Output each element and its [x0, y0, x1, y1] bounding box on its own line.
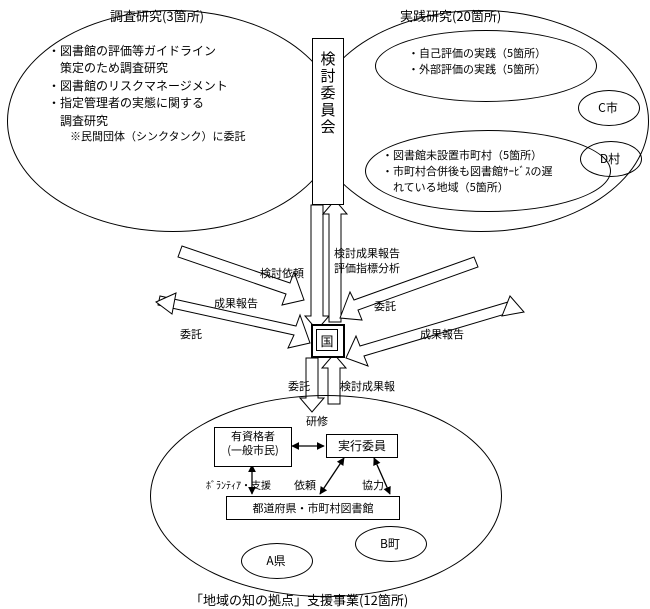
label-kyoryoku: 協力 [362, 477, 384, 493]
label-hyouka: 評価指標分析 [334, 260, 400, 276]
exec-label: 実行委員 [338, 437, 386, 454]
survey-title: 調査研究(3箇所) [110, 6, 204, 25]
survey-item: 調査研究 [48, 112, 300, 129]
label-seika-r: 成果報告 [420, 326, 464, 342]
practice-item: ・市町村合併後も図書館ｻｰﾋﾞｽの遅 [382, 164, 602, 180]
qualified-box: 有資格者 (一般市民) [214, 427, 292, 467]
label-seika-l: 成果報告 [214, 295, 258, 311]
label-itaku-r: 委託 [374, 298, 396, 314]
survey-item: 策定のため調査研究 [48, 59, 300, 76]
support-title: 「地域の知の拠点」支援事業(12箇所) [190, 590, 408, 609]
survey-item: ・指定管理者の実態に関する [48, 94, 300, 111]
practice-block1-items: ・自己評価の実践（5箇所） ・外部評価の実践（5箇所） [408, 46, 598, 78]
b-town-label: B町 [355, 535, 425, 552]
survey-item: ・図書館の評価等ガイドライン [48, 42, 300, 59]
survey-item: ・図書館のリスクマネージメント [48, 77, 300, 94]
label-kentou-irai: 検討依頼 [260, 265, 304, 281]
qualified-line2: (一般市民) [215, 444, 291, 458]
survey-items: ・図書館の評価等ガイドライン 策定のため調査研究 ・図書館のリスクマネージメント… [48, 42, 300, 145]
survey-item: ※民間団体（シンクタンク）に委託 [48, 129, 300, 145]
c-city-label: C市 [578, 99, 638, 116]
libs-label: 都道府県・市町村図書館 [253, 500, 374, 516]
arrow-committee-nation-down [305, 205, 329, 330]
label-kentou-seika: 検討成果報告 [334, 245, 400, 261]
label-itaku-b: 委託 [288, 378, 310, 394]
libs-box: 都道府県・市町村図書館 [226, 496, 400, 520]
committee-box: 検討委員会 [312, 38, 344, 205]
label-vol: ﾎﾞﾗﾝﾃｨｱ・支援 [206, 477, 271, 492]
practice-title: 実践研究(20箇所) [400, 6, 501, 25]
label-itaku-l: 委託 [180, 326, 202, 342]
nation-label: 国 [311, 331, 343, 350]
practice-item: れている地域（5箇所） [382, 180, 602, 196]
practice-block2-items: ・図書館未設置市町村（5箇所） ・市町村合併後も図書館ｻｰﾋﾞｽの遅 れている地… [382, 148, 602, 196]
committee-label: 検討委員会 [318, 51, 339, 136]
practice-item: ・自己評価の実践（5箇所） [408, 46, 598, 62]
practice-item: ・図書館未設置市町村（5箇所） [382, 148, 602, 164]
label-kentou-b: 検討成果報 [340, 378, 395, 394]
label-irai: 依頼 [294, 477, 316, 493]
a-pref-label: A県 [241, 552, 311, 569]
practice-item: ・外部評価の実践（5箇所） [408, 62, 598, 78]
label-kenshu: 研修 [306, 413, 328, 429]
exec-box: 実行委員 [326, 434, 398, 458]
